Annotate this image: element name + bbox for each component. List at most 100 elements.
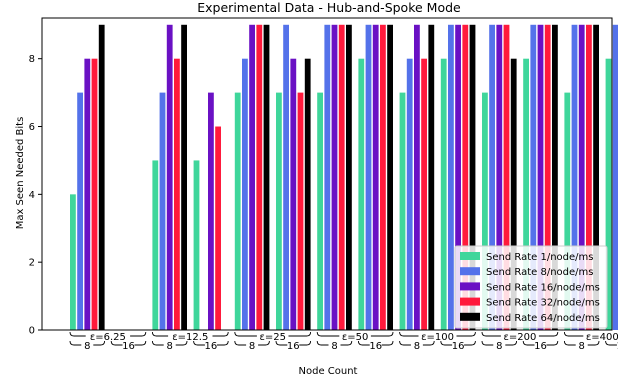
bar bbox=[428, 24, 435, 331]
bar bbox=[304, 58, 311, 331]
bar bbox=[448, 24, 454, 331]
group-bracket bbox=[399, 331, 476, 337]
group-bracket bbox=[481, 331, 559, 337]
subgroup-label: 8 bbox=[167, 341, 173, 352]
legend-label: Send Rate 1/node/ms bbox=[486, 252, 593, 263]
chart-title: Experimental Data - Hub-and-Spoke Mode bbox=[197, 0, 461, 15]
bar bbox=[91, 58, 98, 331]
bar bbox=[496, 24, 503, 331]
y-tick-label: 0 bbox=[29, 326, 35, 337]
bar bbox=[482, 92, 488, 330]
subgroup-label: 16 bbox=[122, 341, 135, 352]
bar bbox=[174, 58, 180, 331]
subgroup-bracket bbox=[193, 340, 229, 346]
subgroup-label: 8 bbox=[579, 341, 585, 352]
subgroup-bracket bbox=[481, 340, 518, 346]
subgroup-bracket bbox=[110, 340, 147, 346]
bar bbox=[346, 24, 352, 331]
bar bbox=[208, 92, 214, 330]
subgroup-bracket bbox=[357, 340, 394, 346]
bar bbox=[552, 24, 558, 331]
bar bbox=[440, 58, 447, 331]
legend-label: Send Rate 16/node/ms bbox=[486, 282, 600, 293]
bar bbox=[571, 24, 578, 331]
group-bracket bbox=[69, 331, 147, 337]
bar bbox=[159, 92, 166, 330]
subgroup-label: 16 bbox=[287, 341, 300, 352]
bar bbox=[564, 92, 571, 330]
bar bbox=[193, 160, 200, 330]
bar bbox=[365, 24, 372, 331]
subgroup-label: 16 bbox=[617, 341, 618, 352]
subgroup-bracket bbox=[522, 340, 559, 346]
bar bbox=[276, 92, 282, 330]
bar bbox=[256, 24, 263, 331]
bar bbox=[290, 58, 297, 331]
bar bbox=[414, 24, 420, 331]
group-label: ε=6.25 bbox=[90, 332, 126, 343]
subgroup-bracket bbox=[69, 340, 106, 346]
bar bbox=[399, 92, 406, 330]
bar bbox=[544, 24, 551, 331]
bar bbox=[317, 92, 323, 330]
subgroup-bracket bbox=[399, 340, 435, 346]
group-label: ε=400 bbox=[586, 332, 618, 343]
subgroup-label: 8 bbox=[496, 341, 502, 352]
y-tick-label: 6 bbox=[29, 122, 35, 133]
subgroup-bracket bbox=[234, 340, 270, 346]
bar bbox=[530, 24, 537, 331]
bar bbox=[586, 24, 592, 331]
bar bbox=[503, 24, 510, 331]
bar bbox=[70, 194, 76, 330]
x-axis-label: Node Count bbox=[299, 366, 358, 377]
group-label: ε=25 bbox=[259, 332, 286, 343]
subgroup-bracket bbox=[275, 340, 312, 346]
subgroup-bracket bbox=[440, 340, 476, 346]
bar bbox=[358, 58, 365, 331]
bar bbox=[455, 24, 461, 331]
bar bbox=[234, 92, 241, 330]
bar bbox=[380, 24, 386, 331]
legend-swatch bbox=[460, 252, 480, 260]
bar bbox=[331, 24, 338, 331]
bar bbox=[249, 24, 255, 331]
bar bbox=[593, 24, 599, 331]
legend-label: Send Rate 8/node/ms bbox=[486, 267, 593, 278]
legend-label: Send Rate 32/node/ms bbox=[486, 298, 600, 309]
bar bbox=[462, 24, 469, 331]
subgroup-bracket bbox=[151, 340, 188, 346]
legend-box bbox=[454, 245, 608, 329]
group-bracket bbox=[151, 331, 229, 337]
group-label: ε=12.5 bbox=[172, 332, 208, 343]
group-label: ε=50 bbox=[342, 332, 369, 343]
subgroup-label: 8 bbox=[84, 341, 90, 352]
bar bbox=[152, 160, 159, 330]
group-bracket bbox=[563, 331, 584, 337]
subgroup-label: 8 bbox=[414, 341, 420, 352]
y-tick-label: 8 bbox=[29, 54, 35, 65]
subgroup-label: 16 bbox=[205, 341, 218, 352]
subgroup-bracket bbox=[563, 340, 600, 346]
bar bbox=[98, 24, 105, 331]
subgroup-bracket bbox=[316, 340, 353, 346]
bar bbox=[283, 24, 289, 331]
group-bracket bbox=[234, 331, 312, 337]
bar bbox=[406, 58, 413, 331]
bar bbox=[297, 92, 304, 330]
legend-swatch bbox=[460, 297, 480, 306]
bar bbox=[605, 58, 612, 331]
bar bbox=[489, 24, 495, 331]
bar bbox=[324, 24, 331, 331]
bar bbox=[242, 58, 248, 331]
bar bbox=[338, 24, 345, 331]
bar bbox=[469, 24, 476, 331]
subgroup-label: 8 bbox=[249, 341, 255, 352]
legend-swatch bbox=[460, 312, 480, 321]
bar bbox=[510, 58, 517, 331]
group-label: ε=100 bbox=[421, 332, 454, 343]
legend-swatch bbox=[460, 282, 480, 291]
bar bbox=[84, 58, 91, 331]
group-label: ε=200 bbox=[503, 332, 536, 343]
bar bbox=[77, 92, 83, 330]
